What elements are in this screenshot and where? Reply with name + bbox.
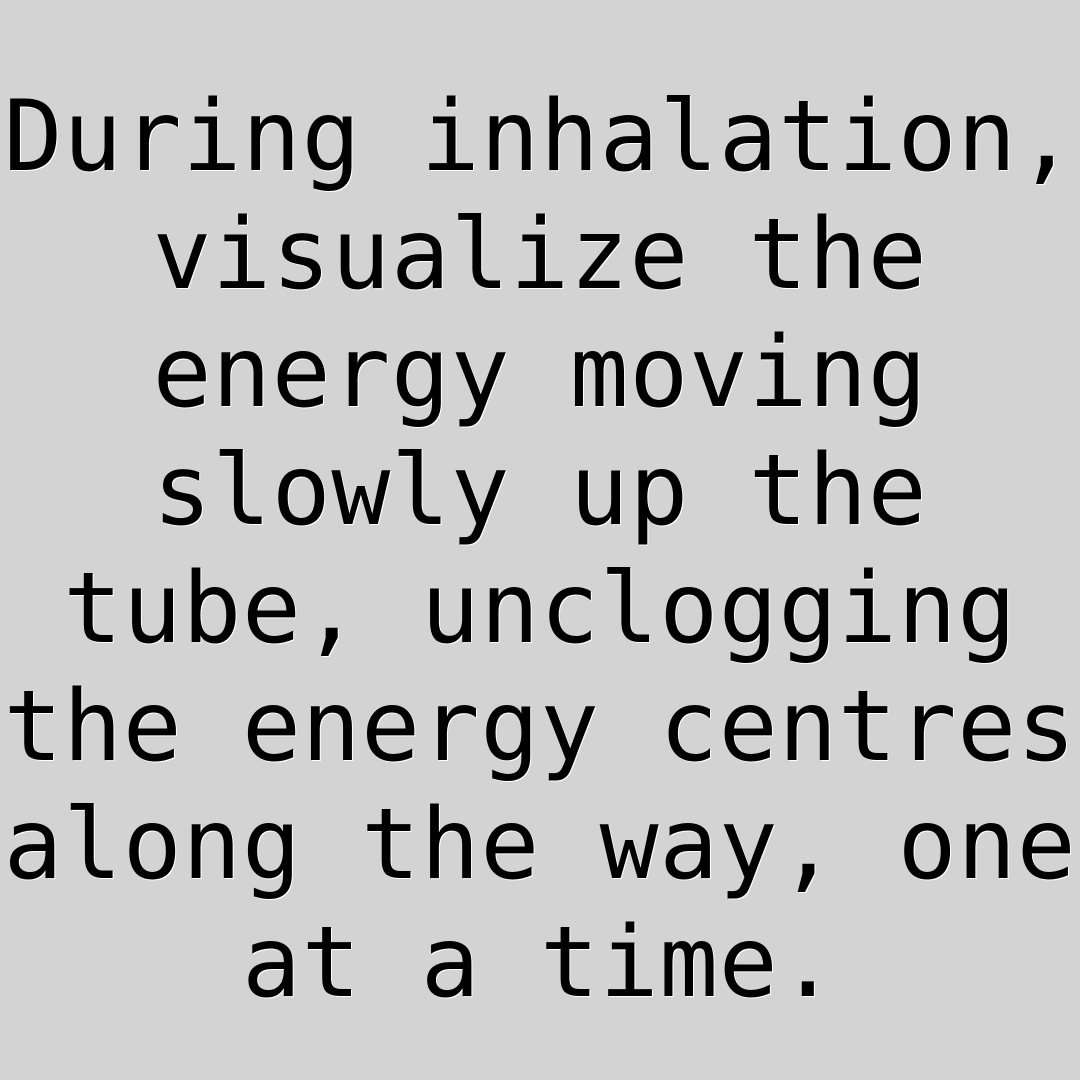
quote-line-6: the energy centres (3, 670, 1077, 784)
quote-line-7: along the way, one (3, 788, 1077, 902)
quote-line-5: tube, unclogging (63, 552, 1017, 666)
quote-line-3: energy moving (152, 316, 928, 430)
quote-line-1: During inhalation, (3, 80, 1077, 194)
quote-line-4: slowly up the (152, 434, 928, 548)
quote-line-8: at a time. (241, 906, 838, 1020)
quote-text: During inhalation, visualize the energy … (0, 78, 1080, 1022)
quote-line-2: visualize the (152, 198, 928, 312)
